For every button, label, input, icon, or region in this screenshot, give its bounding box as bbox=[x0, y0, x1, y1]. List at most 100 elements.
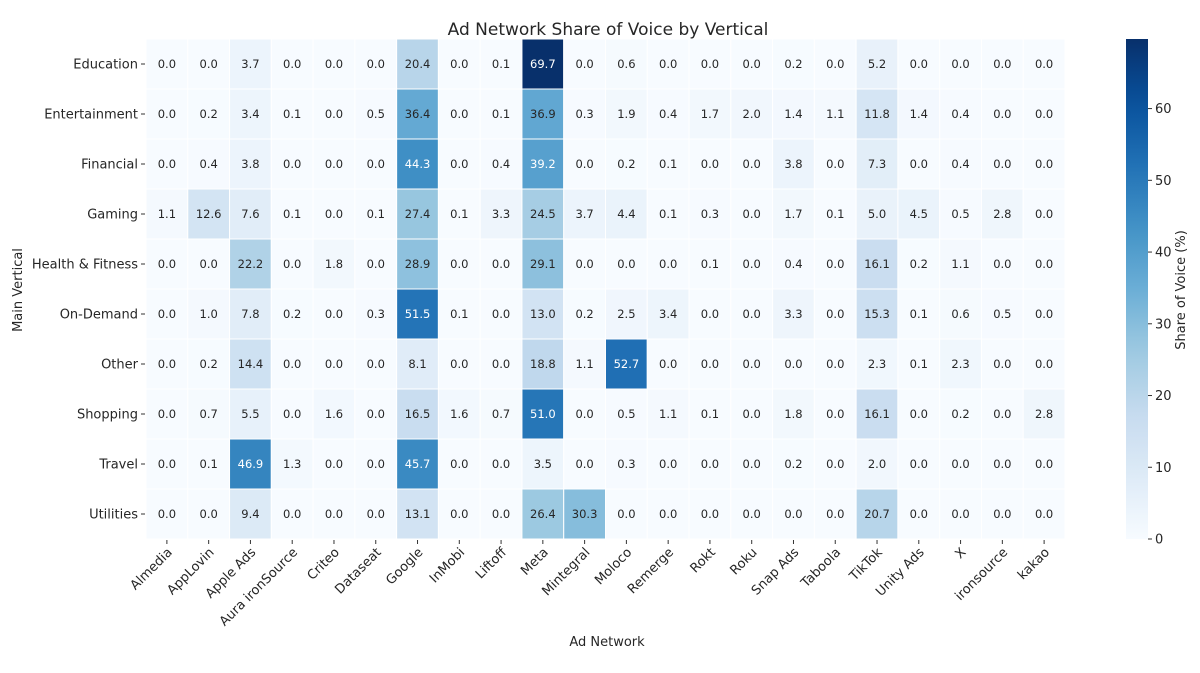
cell-value-label: 0.4 bbox=[200, 157, 218, 171]
cell-value-label: 1.8 bbox=[784, 407, 802, 421]
cell-value-label: 3.4 bbox=[241, 107, 259, 121]
heatmap-cell bbox=[479, 138, 523, 190]
cell-value-label: 0.6 bbox=[951, 307, 969, 321]
heatmap-cell bbox=[939, 138, 982, 190]
heatmap-cell bbox=[145, 238, 189, 290]
cell-value-label: 0.0 bbox=[325, 457, 343, 471]
heatmap-cell bbox=[437, 288, 481, 340]
cell-value-label: 0.0 bbox=[743, 307, 761, 321]
cell-value-label: 0.2 bbox=[200, 357, 218, 371]
heatmap-cell bbox=[730, 88, 774, 140]
cell-value-label: 0.0 bbox=[993, 107, 1011, 121]
cell-value-label: 0.0 bbox=[910, 157, 928, 171]
cell-value-label: 0.0 bbox=[701, 457, 719, 471]
cell-value-label: 13.0 bbox=[530, 307, 556, 321]
heatmap-cell bbox=[688, 238, 732, 290]
cell-value-label: 0.0 bbox=[659, 257, 677, 271]
heatmap-cell bbox=[939, 488, 982, 540]
cell-value-label: 26.4 bbox=[530, 507, 556, 521]
cell-value-label: 0.4 bbox=[951, 157, 969, 171]
cell-value-label: 0.0 bbox=[325, 157, 343, 171]
cell-value-label: 1.6 bbox=[450, 407, 468, 421]
cell-value-label: 3.3 bbox=[784, 307, 802, 321]
cell-value-label: 0.7 bbox=[492, 407, 510, 421]
heatmap-cell bbox=[437, 488, 481, 540]
heatmap-cell bbox=[897, 338, 941, 390]
heatmap-cell bbox=[312, 138, 356, 190]
heatmap-cell bbox=[1022, 138, 1066, 190]
cell-value-label: 0.0 bbox=[617, 257, 635, 271]
heatmap-cell bbox=[855, 288, 899, 340]
cell-value-label: 0.1 bbox=[492, 107, 510, 121]
heatmap-cell bbox=[605, 188, 648, 240]
colorbar-tick-label: 20 bbox=[1155, 389, 1172, 404]
heatmap-cell bbox=[813, 338, 857, 390]
cell-value-label: 0.0 bbox=[951, 507, 969, 521]
cell-value-label: 0.0 bbox=[826, 307, 844, 321]
heatmap-cell bbox=[855, 88, 899, 140]
column-tick-label: kakao bbox=[1015, 545, 1053, 583]
cell-value-label: 16.1 bbox=[864, 407, 890, 421]
cell-value-label: 0.0 bbox=[158, 57, 176, 71]
heatmap-cell bbox=[354, 38, 398, 90]
cell-value-label: 1.0 bbox=[200, 307, 218, 321]
cell-value-label: 3.8 bbox=[241, 157, 259, 171]
column-tick-label: Meta bbox=[518, 545, 551, 578]
heatmap-cell bbox=[229, 238, 272, 290]
cell-value-label: 0.0 bbox=[701, 157, 719, 171]
heatmap-cell bbox=[437, 38, 481, 90]
heatmap-cell bbox=[396, 88, 439, 140]
cell-value-label: 0.1 bbox=[283, 207, 301, 221]
cell-value-label: 0.0 bbox=[1035, 157, 1053, 171]
cell-value-label: 0.0 bbox=[1035, 107, 1053, 121]
heatmap-cell bbox=[730, 238, 774, 290]
cell-value-label: 0.0 bbox=[993, 507, 1011, 521]
row-tick-label: Financial bbox=[81, 158, 138, 173]
heatmap-cell bbox=[479, 188, 523, 240]
cell-value-label: 0.4 bbox=[492, 157, 510, 171]
heatmap-cell bbox=[354, 138, 398, 190]
cell-value-label: 2.8 bbox=[1035, 407, 1053, 421]
cell-value-label: 0.0 bbox=[826, 357, 844, 371]
heatmap-cell bbox=[229, 188, 272, 240]
cell-value-label: 0.0 bbox=[575, 57, 593, 71]
column-tick-label: Taboola bbox=[798, 545, 844, 591]
heatmap-cell bbox=[145, 138, 189, 190]
heatmap-cell bbox=[312, 88, 356, 140]
cell-value-label: 0.1 bbox=[701, 407, 719, 421]
heatmap-cell bbox=[187, 288, 231, 340]
cell-value-label: 0.3 bbox=[701, 207, 719, 221]
heatmap-cell bbox=[772, 488, 815, 540]
column-tick-label: Rokt bbox=[688, 545, 719, 576]
column-tick-label: Liftoff bbox=[473, 544, 511, 582]
cell-value-label: 0.0 bbox=[743, 157, 761, 171]
cell-value-label: 0.0 bbox=[659, 507, 677, 521]
cell-value-label: 36.9 bbox=[530, 107, 556, 121]
cell-value-label: 1.7 bbox=[701, 107, 719, 121]
heatmap-cell bbox=[145, 38, 189, 90]
heatmap-cell bbox=[437, 238, 481, 290]
cell-value-label: 0.0 bbox=[325, 357, 343, 371]
heatmap-cell bbox=[855, 438, 899, 490]
cell-value-label: 0.5 bbox=[951, 207, 969, 221]
cell-value-label: 0.0 bbox=[617, 507, 635, 521]
cell-value-label: 0.0 bbox=[367, 157, 385, 171]
cell-value-label: 0.0 bbox=[158, 407, 176, 421]
cell-value-label: 0.0 bbox=[158, 457, 176, 471]
heatmap-cell bbox=[897, 438, 941, 490]
cell-value-label: 0.0 bbox=[450, 357, 468, 371]
cell-value-label: 0.0 bbox=[283, 507, 301, 521]
heatmap-cell bbox=[897, 38, 941, 90]
heatmap-cell bbox=[646, 438, 690, 490]
heatmap-cell bbox=[939, 438, 982, 490]
heatmap-cell bbox=[605, 238, 648, 290]
colorbar-tick-label: 0 bbox=[1155, 533, 1163, 548]
heatmap-cell bbox=[605, 288, 648, 340]
heatmap-cell bbox=[1022, 38, 1066, 90]
cell-value-label: 1.1 bbox=[826, 107, 844, 121]
heatmap-cell bbox=[187, 338, 231, 390]
cell-value-label: 0.1 bbox=[910, 307, 928, 321]
cell-value-label: 0.0 bbox=[158, 107, 176, 121]
